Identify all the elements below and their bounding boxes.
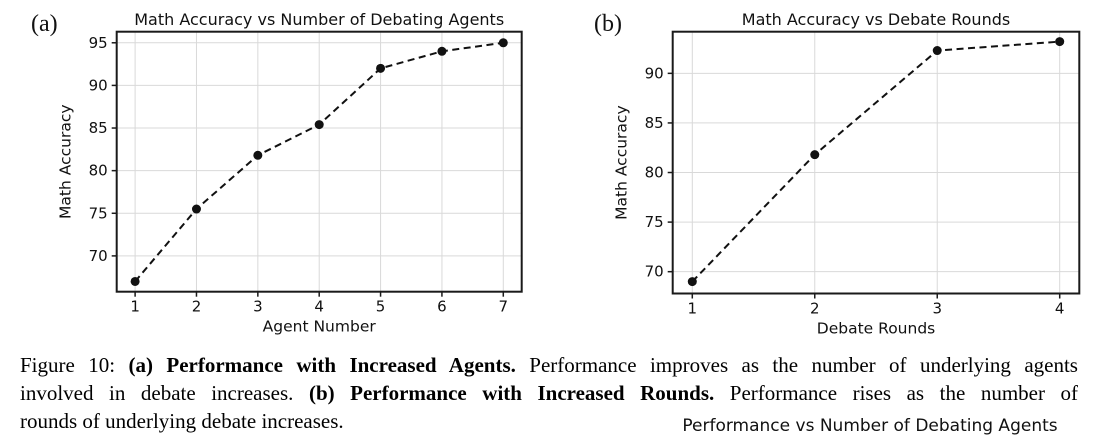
y-axis-label: Math Accuracy [57,104,75,218]
y-tick-label: 70 [645,263,664,281]
caption-line-1: Figure 10: (a) Performance with Increase… [20,351,1078,379]
y-tick-label: 90 [645,64,664,82]
data-point [130,276,140,286]
caption-line-3: rounds of underlying debate increases. [20,407,1078,435]
y-tick-label: 75 [89,204,108,222]
x-tick-label: 1 [130,298,140,316]
y-tick-label: 95 [89,34,108,52]
data-point [314,120,324,130]
y-tick-label: 80 [645,164,664,182]
y-tick-label: 85 [645,114,664,132]
plot-frame [671,30,1081,295]
x-axis-label: Debate Rounds [817,320,935,338]
data-point [932,46,942,56]
x-tick-label: 5 [376,298,386,316]
x-tick-label: 2 [192,298,202,316]
caption-run: rounds of underlying debate increases. [20,409,344,433]
data-point [376,63,386,73]
charts-canvas: 1 2 3 4 5 6 7 70 75 80 85 90 95 Math Accuracy vs Numb… [57,10,1081,338]
y-tick-label: 80 [89,162,108,180]
x-axis-label: Agent Number [263,318,377,336]
chart-agents: 1 2 3 4 5 6 7 70 75 80 85 90 95 Math Accuracy vs Numb… [57,10,523,336]
caption-bold-run: (a) Performance with Increased Agents. [128,353,516,377]
caption-run: involved in debate increases. [20,381,309,405]
figure-caption: Figure 10: (a) Performance with Increase… [20,351,1078,435]
x-tick-label: 3 [932,300,942,318]
y-tick-label: 85 [89,119,108,137]
data-point [687,277,697,287]
x-tick-label: 1 [688,300,698,318]
data-point [498,38,508,48]
x-tick-label: 7 [499,298,509,316]
chart-rounds: 1 2 3 4 70 75 80 85 90 Math Accuracy vs Debate Ro… [613,10,1081,338]
x-tick-label: 6 [437,298,447,316]
data-point [437,46,447,56]
caption-run: Figure 10: [20,353,129,377]
caption-line-2: involved in debate increases. (b) Perfor… [20,379,1078,407]
caption-bold-run: (b) Performance with Increased Rounds. [308,381,715,405]
panel-label-b: (b) [594,11,622,37]
chart-title: Math Accuracy vs Number of Debating Agen… [134,10,504,29]
data-point [253,150,263,160]
y-axis-label: Math Accuracy [613,105,631,219]
caption-run: Performance rises as the number of [714,381,1078,405]
y-tick-label: 75 [645,213,664,231]
y-tick-label: 90 [89,76,108,94]
x-tick-label: 4 [314,298,324,316]
series-line [691,40,1060,283]
next-figure-title: Performance vs Number of Debating Agents [682,416,1058,436]
x-tick-label: 2 [810,300,820,318]
panel-label-a: (a) [31,11,58,37]
x-tick-label: 3 [253,298,263,316]
data-point [810,150,820,160]
data-point [1055,37,1065,47]
chart-title: Math Accuracy vs Debate Rounds [742,10,1010,29]
data-point [191,204,201,214]
y-tick-label: 70 [89,247,108,265]
x-tick-label: 4 [1055,300,1065,318]
caption-run: Performance improves as the number of un… [515,353,1078,377]
